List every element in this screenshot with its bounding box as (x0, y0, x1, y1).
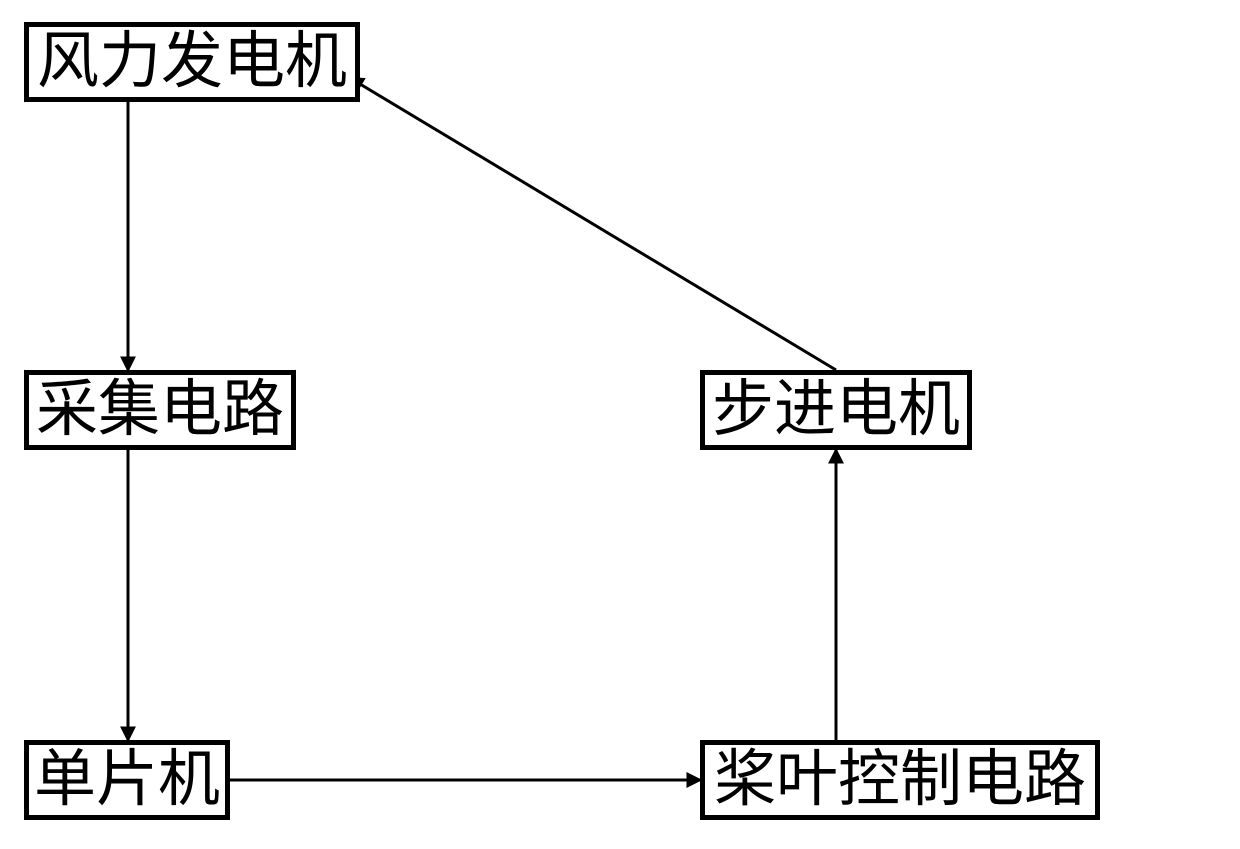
node-label: 桨叶控制电路 (714, 749, 1086, 811)
node-label: 单片机 (34, 749, 220, 811)
node-wind-generator: 风力发电机 (24, 22, 360, 102)
flowchart: 风力发电机 采集电路 步进电机 单片机 桨叶控制电路 (0, 0, 1240, 849)
node-label: 采集电路 (36, 379, 284, 441)
node-acquisition-circuit: 采集电路 (24, 370, 296, 450)
node-label: 步进电机 (712, 379, 960, 441)
node-stepper-motor: 步进电机 (700, 370, 972, 450)
node-label: 风力发电机 (37, 31, 347, 93)
node-blade-control: 桨叶控制电路 (700, 740, 1100, 820)
node-mcu: 单片机 (24, 740, 230, 820)
edge-stepper_motor-to-wind_generator (350, 78, 836, 370)
